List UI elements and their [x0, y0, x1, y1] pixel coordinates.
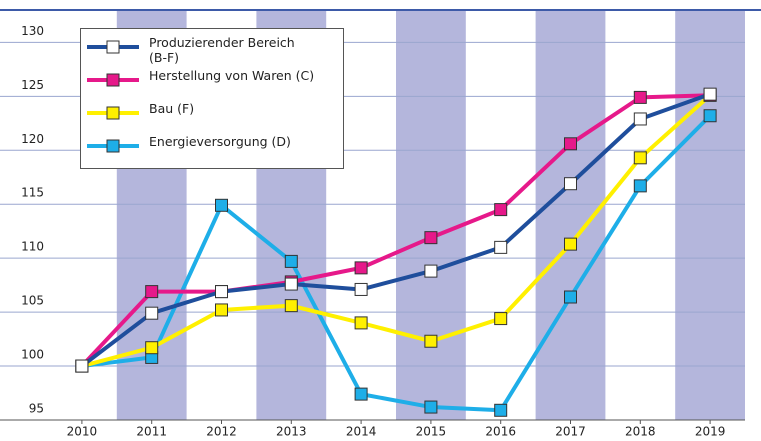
x-tick-label: 2019: [695, 425, 726, 439]
y-tick-label: 120: [21, 132, 44, 146]
legend-label: Bau (F): [149, 101, 195, 116]
x-tick-label: 2013: [276, 425, 307, 439]
marker: [564, 237, 577, 251]
marker: [494, 240, 508, 254]
y-tick-label: 110: [21, 240, 44, 254]
legend-swatch: [87, 106, 139, 120]
marker: [424, 334, 438, 348]
y-tick-label: 105: [21, 294, 44, 308]
legend-swatch: [87, 73, 139, 87]
series-line: [80, 92, 711, 368]
x-tick-label: 2017: [555, 425, 586, 439]
y-tick-label: 100: [21, 348, 44, 362]
legend-entry: Bau (F): [81, 101, 343, 134]
marker: [354, 282, 368, 296]
legend: Produzierender Bereich (B-F) Herstellung …: [80, 28, 344, 169]
x-tick-label: 2014: [346, 425, 377, 439]
marker: [354, 316, 368, 330]
x-tick-label: 2011: [136, 425, 167, 439]
legend-label: Energieversorgung (D): [149, 134, 291, 149]
legend-entry: Herstellung von Waren (C): [81, 68, 343, 101]
marker: [284, 277, 298, 291]
band: [675, 10, 745, 420]
x-tick-label: 2015: [416, 425, 447, 439]
marker: [633, 151, 647, 165]
marker: [494, 203, 508, 217]
marker: [633, 179, 647, 193]
y-tick-label: 115: [21, 186, 44, 200]
marker: [215, 198, 228, 212]
x-tick-label: 2018: [625, 425, 656, 439]
marker: [145, 341, 159, 355]
legend-marker: [106, 139, 120, 153]
marker: [633, 112, 647, 126]
marker: [703, 87, 717, 101]
legend-marker: [106, 40, 120, 54]
series-line: [81, 114, 712, 413]
legend-marker: [106, 106, 120, 120]
marker: [424, 264, 438, 278]
marker: [703, 109, 717, 123]
legend-marker: [106, 73, 120, 87]
marker: [145, 285, 159, 299]
marker: [284, 254, 298, 268]
x-tick-label: 2016: [485, 425, 516, 439]
marker: [424, 400, 438, 414]
legend-entry: Produzierender Bereich (B-F): [81, 35, 343, 68]
x-tick-label: 2010: [67, 425, 98, 439]
y-tick-label: 95: [29, 402, 44, 416]
marker: [424, 231, 438, 245]
legend-entry: Energieversorgung (D): [81, 134, 343, 167]
legend-swatch: [87, 139, 139, 153]
legend-swatch: [87, 40, 139, 54]
marker: [75, 359, 89, 373]
marker: [215, 303, 228, 317]
legend-label: Herstellung von Waren (C): [149, 68, 315, 83]
marker: [494, 403, 508, 417]
marker: [633, 90, 647, 104]
marker: [145, 306, 159, 320]
marker: [354, 261, 368, 275]
x-tick-label: 2012: [206, 425, 237, 439]
marker: [564, 137, 577, 151]
marker: [564, 290, 577, 304]
marker: [215, 285, 228, 299]
marker: [494, 312, 508, 326]
marker: [564, 177, 577, 191]
series-line: [80, 93, 711, 368]
marker: [354, 387, 368, 401]
y-tick-label: 130: [21, 24, 44, 38]
series-line: [81, 93, 712, 368]
marker: [284, 299, 298, 313]
legend-label: Produzierender Bereich (B-F): [149, 35, 295, 65]
y-tick-label: 125: [21, 78, 44, 92]
band: [396, 10, 466, 420]
